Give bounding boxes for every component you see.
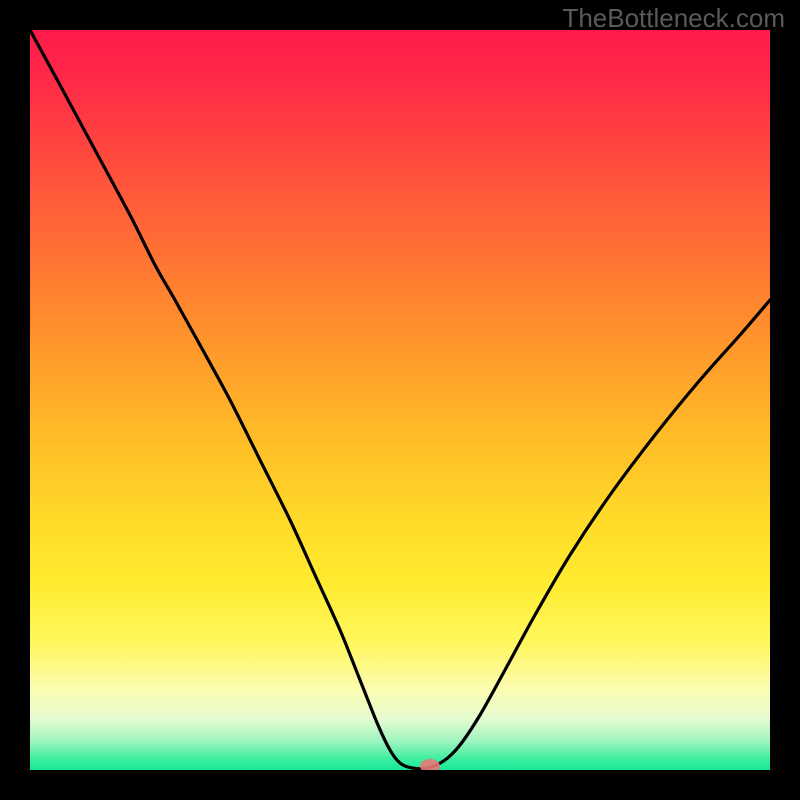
watermark-text: TheBottleneck.com <box>562 3 785 34</box>
frame-left <box>0 0 30 800</box>
chart-background <box>30 30 770 770</box>
frame-right <box>770 0 800 800</box>
bottleneck-chart <box>0 0 800 800</box>
frame-bottom <box>0 770 800 800</box>
